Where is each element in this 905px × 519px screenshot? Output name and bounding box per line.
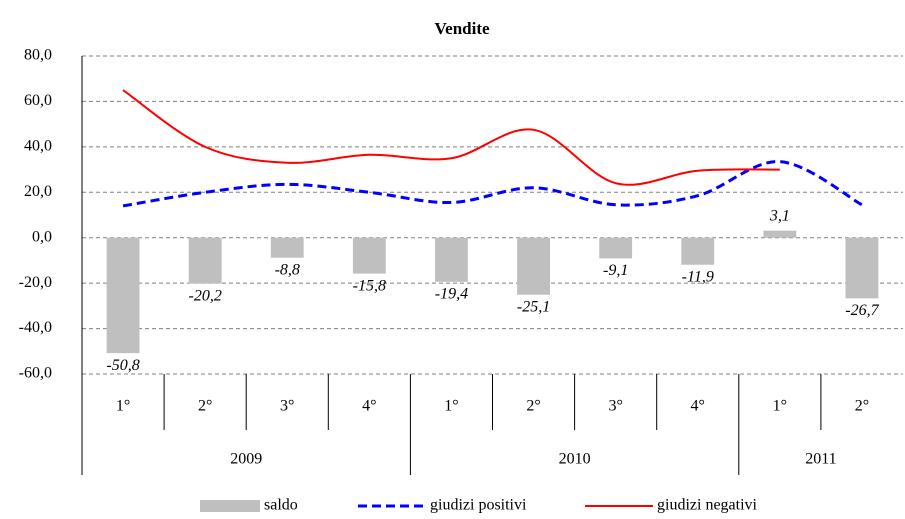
data-label: -50,8 — [106, 357, 139, 374]
x-group-label: 2011 — [805, 451, 836, 468]
data-label: -9,1 — [603, 262, 628, 279]
chart-title: Vendite — [434, 19, 490, 38]
legend-label: saldo — [264, 497, 298, 514]
x-tick-label: 2° — [855, 398, 869, 415]
x-tick-label: 2° — [198, 398, 212, 415]
y-tick-label: 40,0 — [24, 138, 52, 155]
data-label: -8,8 — [275, 261, 300, 278]
x-tick-label: 2° — [526, 398, 540, 415]
data-label: -11,9 — [682, 268, 714, 285]
y-tick-label: 60,0 — [24, 92, 52, 109]
x-tick-label: 1° — [773, 398, 787, 415]
bar — [106, 237, 140, 354]
legend-label: giudizi positivi — [430, 497, 527, 514]
bar — [763, 230, 797, 238]
x-tick-label: 1° — [444, 398, 458, 415]
data-label: -25,1 — [517, 298, 550, 315]
x-group-label: 2009 — [230, 451, 262, 468]
line — [122, 160, 863, 208]
x-tick-label: 4° — [691, 398, 705, 415]
bar — [270, 237, 304, 258]
bar — [435, 237, 468, 282]
bar — [517, 237, 550, 295]
y-tick-label: -40,0 — [19, 319, 52, 336]
y-tick-label: 20,0 — [24, 183, 52, 200]
data-label: -20,2 — [188, 287, 221, 304]
x-tick-label: 3° — [280, 398, 294, 415]
x-tick-label: 1° — [116, 398, 130, 415]
x-tick-label: 3° — [608, 398, 622, 415]
y-tick-label: -20,0 — [19, 274, 52, 291]
y-tick-label: 80,0 — [24, 47, 52, 64]
data-label: -19,4 — [435, 285, 468, 302]
line — [122, 89, 780, 186]
bar — [599, 237, 633, 259]
legend-swatch — [200, 500, 260, 512]
data-label: 3,1 — [769, 207, 790, 224]
y-tick-label: -60,0 — [19, 365, 52, 382]
data-label: -26,7 — [845, 302, 879, 319]
bar — [188, 237, 222, 284]
x-group-label: 2010 — [559, 451, 591, 468]
bar — [681, 237, 715, 265]
data-label: -15,8 — [353, 277, 386, 294]
bar — [352, 237, 386, 274]
bar — [845, 237, 879, 299]
x-tick-label: 4° — [362, 398, 376, 415]
y-tick-label: 0,0 — [32, 228, 52, 245]
legend-label: giudizi negativi — [657, 497, 758, 514]
